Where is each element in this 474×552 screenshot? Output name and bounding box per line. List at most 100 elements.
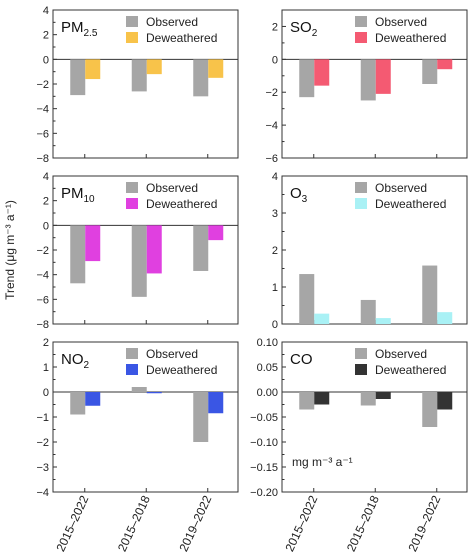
y-tick-label: 0 [272,54,278,66]
panel-label-main: NO [61,351,84,368]
category-labels: 2015–2022 2015–2018 2019–2022 2015–2022 2015… [53,493,443,552]
panel-label: PM10 [61,185,95,205]
y-tick-label: 4 [43,5,49,17]
bar-deweathered-2 [146,225,162,274]
legend-swatch-observed [126,16,138,27]
y-axis-label: Trend (μg m⁻³ a⁻¹) [3,200,17,300]
legend-label-observed: Observed [146,15,198,29]
unit-label: mg m⁻³ a⁻¹ [292,455,353,469]
y-tick-label: −0.15 [250,462,278,474]
bar-deweathered-3 [437,312,453,324]
legend-label-deweathered: Deweathered [375,197,446,211]
y-tick-label: 2 [43,30,49,42]
y-tick-label: 1 [272,282,278,294]
category-label-right-2: 2015–2018 [344,493,382,552]
y-tick-label: 2 [272,245,278,257]
y-tick-label: 0.05 [257,362,278,374]
bar-observed-2 [360,299,376,324]
y-tick-label: 3 [272,208,278,220]
bar-observed-2 [360,392,376,406]
bar-observed-1 [70,392,86,415]
y-tick-label: 4 [43,171,49,183]
y-tick-label: −4 [265,120,278,132]
bar-observed-2 [131,225,147,297]
y-tick-label: 0.00 [257,387,278,399]
legend-swatch-deweathered [355,364,367,375]
category-label-right-3: 2019–2022 [405,493,443,552]
y-tick-label: −1 [36,412,49,424]
legend-swatch-deweathered [355,32,367,43]
panel-label-sub: 2.5 [84,28,98,39]
y-tick-label: −4 [36,270,49,282]
legend-label-observed: Observed [375,15,427,29]
legend-swatch-observed [126,348,138,359]
bar-deweathered-3 [437,392,453,410]
y-tick-label: 0.10 [257,337,278,349]
bar-observed-1 [299,274,315,324]
bar-observed-1 [299,59,315,98]
y-tick-label: −4 [36,104,49,116]
bar-deweathered-3 [208,225,224,241]
panel-pm10: −8 −6 −4 −2 0 2 4 PM10 Observed Deweathered [36,171,239,331]
y-tick-label: 0 [43,220,49,232]
category-label-left-2: 2015–2018 [115,493,153,552]
panel-label-sub: 10 [84,194,96,205]
y-tick-label: −2 [36,245,49,257]
y-tick-label: −0.05 [250,412,278,424]
legend-swatch-deweathered [126,364,138,375]
panel-co: −0.20 −0.15 −0.10 −0.05 0.00 0.05 0.10 CO Observ… [250,337,468,499]
panels: −8−6−4−2024PM2.5ObservedDeweathered−6−4−… [36,5,468,499]
bar-deweathered-2 [146,392,162,394]
bar-deweathered-1 [314,313,330,324]
bar-observed-2 [131,387,147,392]
panel-label-sub: 2 [312,28,318,39]
y-tick-label: 1 [43,362,49,374]
panel-label-main: PM [61,185,84,202]
y-tick-label: 2 [43,196,49,208]
category-label-left-1: 2015–2022 [53,493,91,552]
y-tick-label: 4 [272,171,278,183]
legend-label-observed: Observed [375,347,427,361]
y-tick-label: 2 [272,21,278,33]
panel-label-sub: 3 [302,194,308,205]
y-tick-label: −2 [36,79,49,91]
legend-swatch-deweathered [355,198,367,209]
panel-label-main: O [290,185,302,202]
bar-deweathered-2 [375,318,391,324]
bar-observed-1 [299,392,315,410]
bar-deweathered-2 [375,392,391,399]
y-tick-label: −2 [265,87,278,99]
panel-label: NO2 [61,351,90,371]
panel-label-main: PM [61,19,84,36]
bar-deweathered-1 [314,59,330,86]
bar-observed-2 [360,59,376,101]
y-tick-label: −0.20 [250,487,278,499]
legend-label-deweathered: Deweathered [375,363,446,377]
legend-swatch-deweathered [126,32,138,43]
panel-label: O3 [290,185,308,205]
panel-label-main: CO [290,351,313,368]
bar-deweathered-1 [85,59,101,80]
y-tick-label: −6 [36,294,49,306]
bar-observed-3 [422,392,438,427]
category-label-right-1: 2015–2022 [282,493,320,552]
bar-deweathered-3 [208,59,224,78]
y-tick-label: −6 [265,153,278,165]
y-tick-label: −8 [36,319,49,331]
y-tick-label: 0 [272,319,278,331]
bar-observed-3 [422,59,438,84]
legend-swatch-observed [355,348,367,359]
bar-deweathered-1 [314,392,330,405]
y-tick-label: −2 [36,437,49,449]
legend-swatch-deweathered [126,198,138,209]
legend-swatch-observed [126,182,138,193]
y-tick-label: −6 [36,128,49,140]
y-tick-label: 0 [43,387,49,399]
bar-observed-3 [193,59,209,97]
bar-deweathered-3 [208,392,224,414]
bar-deweathered-1 [85,225,101,262]
bar-deweathered-2 [146,59,162,75]
bar-deweathered-3 [437,59,453,70]
